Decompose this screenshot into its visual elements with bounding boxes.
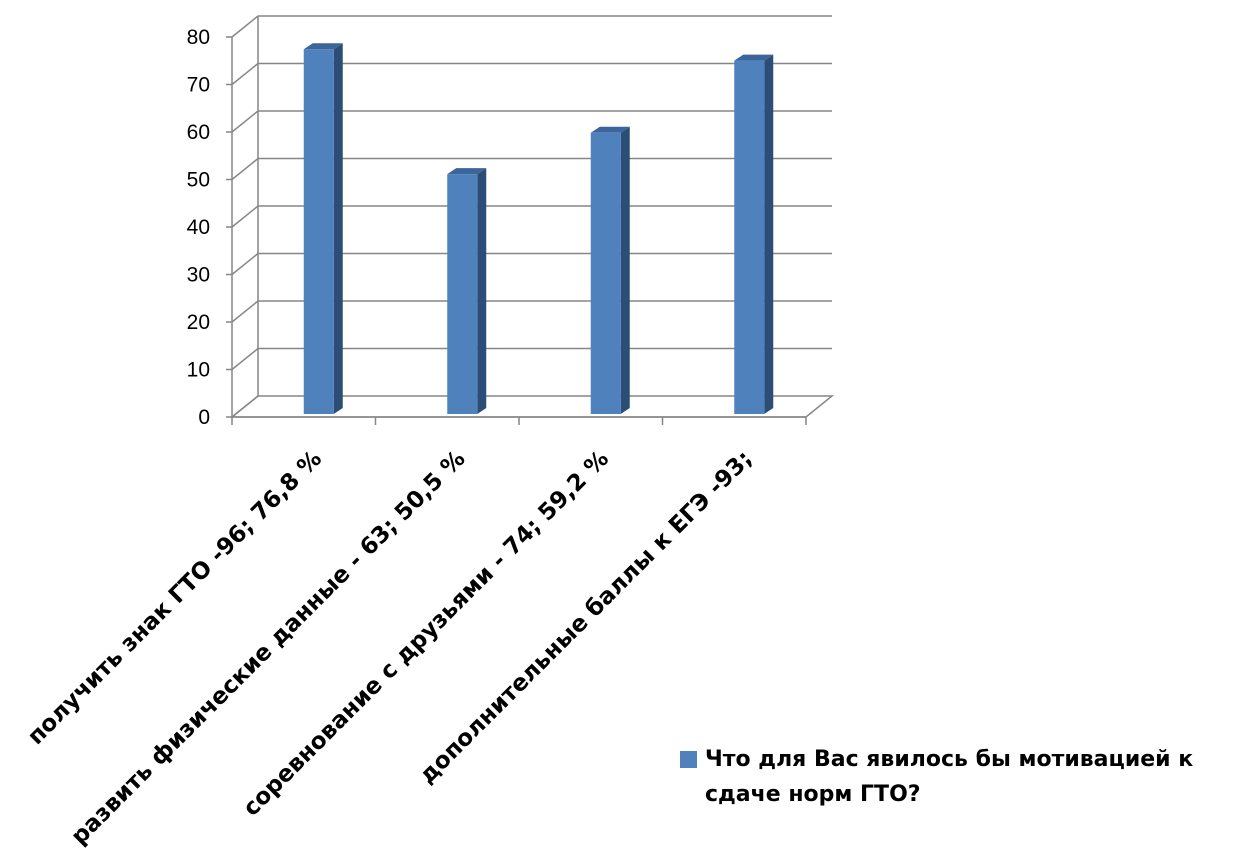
y-tick-label: 40 <box>187 216 210 239</box>
wall-gridline <box>231 252 259 276</box>
wall-gridline <box>231 205 259 228</box>
y-tick-label: 80 <box>187 26 210 49</box>
bar-top <box>734 54 774 61</box>
y-tick-label: 10 <box>187 359 210 382</box>
wall-gridline <box>231 347 259 371</box>
y-tick-label: 70 <box>187 74 210 97</box>
bar-top <box>447 168 487 175</box>
bar-top <box>303 43 343 50</box>
wall-gridline <box>231 300 259 323</box>
wall-gridline <box>231 157 259 181</box>
bar-top <box>590 126 630 133</box>
wall-gridline <box>231 110 259 133</box>
legend-label: Что для Вас явилось бы мотивацией к сдач… <box>705 747 1194 807</box>
legend: Что для Вас явилось бы мотивацией к сдач… <box>680 742 1235 812</box>
bar <box>447 174 478 414</box>
x-tick-label: дополнительные баллы к ЕГЭ -93; <box>414 446 757 789</box>
y-tick-label: 30 <box>187 264 210 287</box>
y-tick-label: 50 <box>187 169 210 192</box>
bar-side <box>620 126 630 415</box>
legend-swatch <box>680 751 697 768</box>
bar <box>590 132 621 415</box>
bar <box>734 60 765 414</box>
y-tick-label: 60 <box>187 121 210 144</box>
bar-side <box>764 54 774 414</box>
y-tick-label: 20 <box>187 311 210 334</box>
y-tick-label: 0 <box>198 406 210 429</box>
wall-gridline <box>231 15 259 38</box>
bar-side <box>333 43 343 414</box>
bar-side <box>477 168 487 414</box>
x-tick-label: получить знак ГТО -96; 76,8 % <box>23 446 327 750</box>
bar <box>303 49 334 414</box>
wall-gridline <box>231 62 259 86</box>
wall-gridline <box>231 395 259 418</box>
